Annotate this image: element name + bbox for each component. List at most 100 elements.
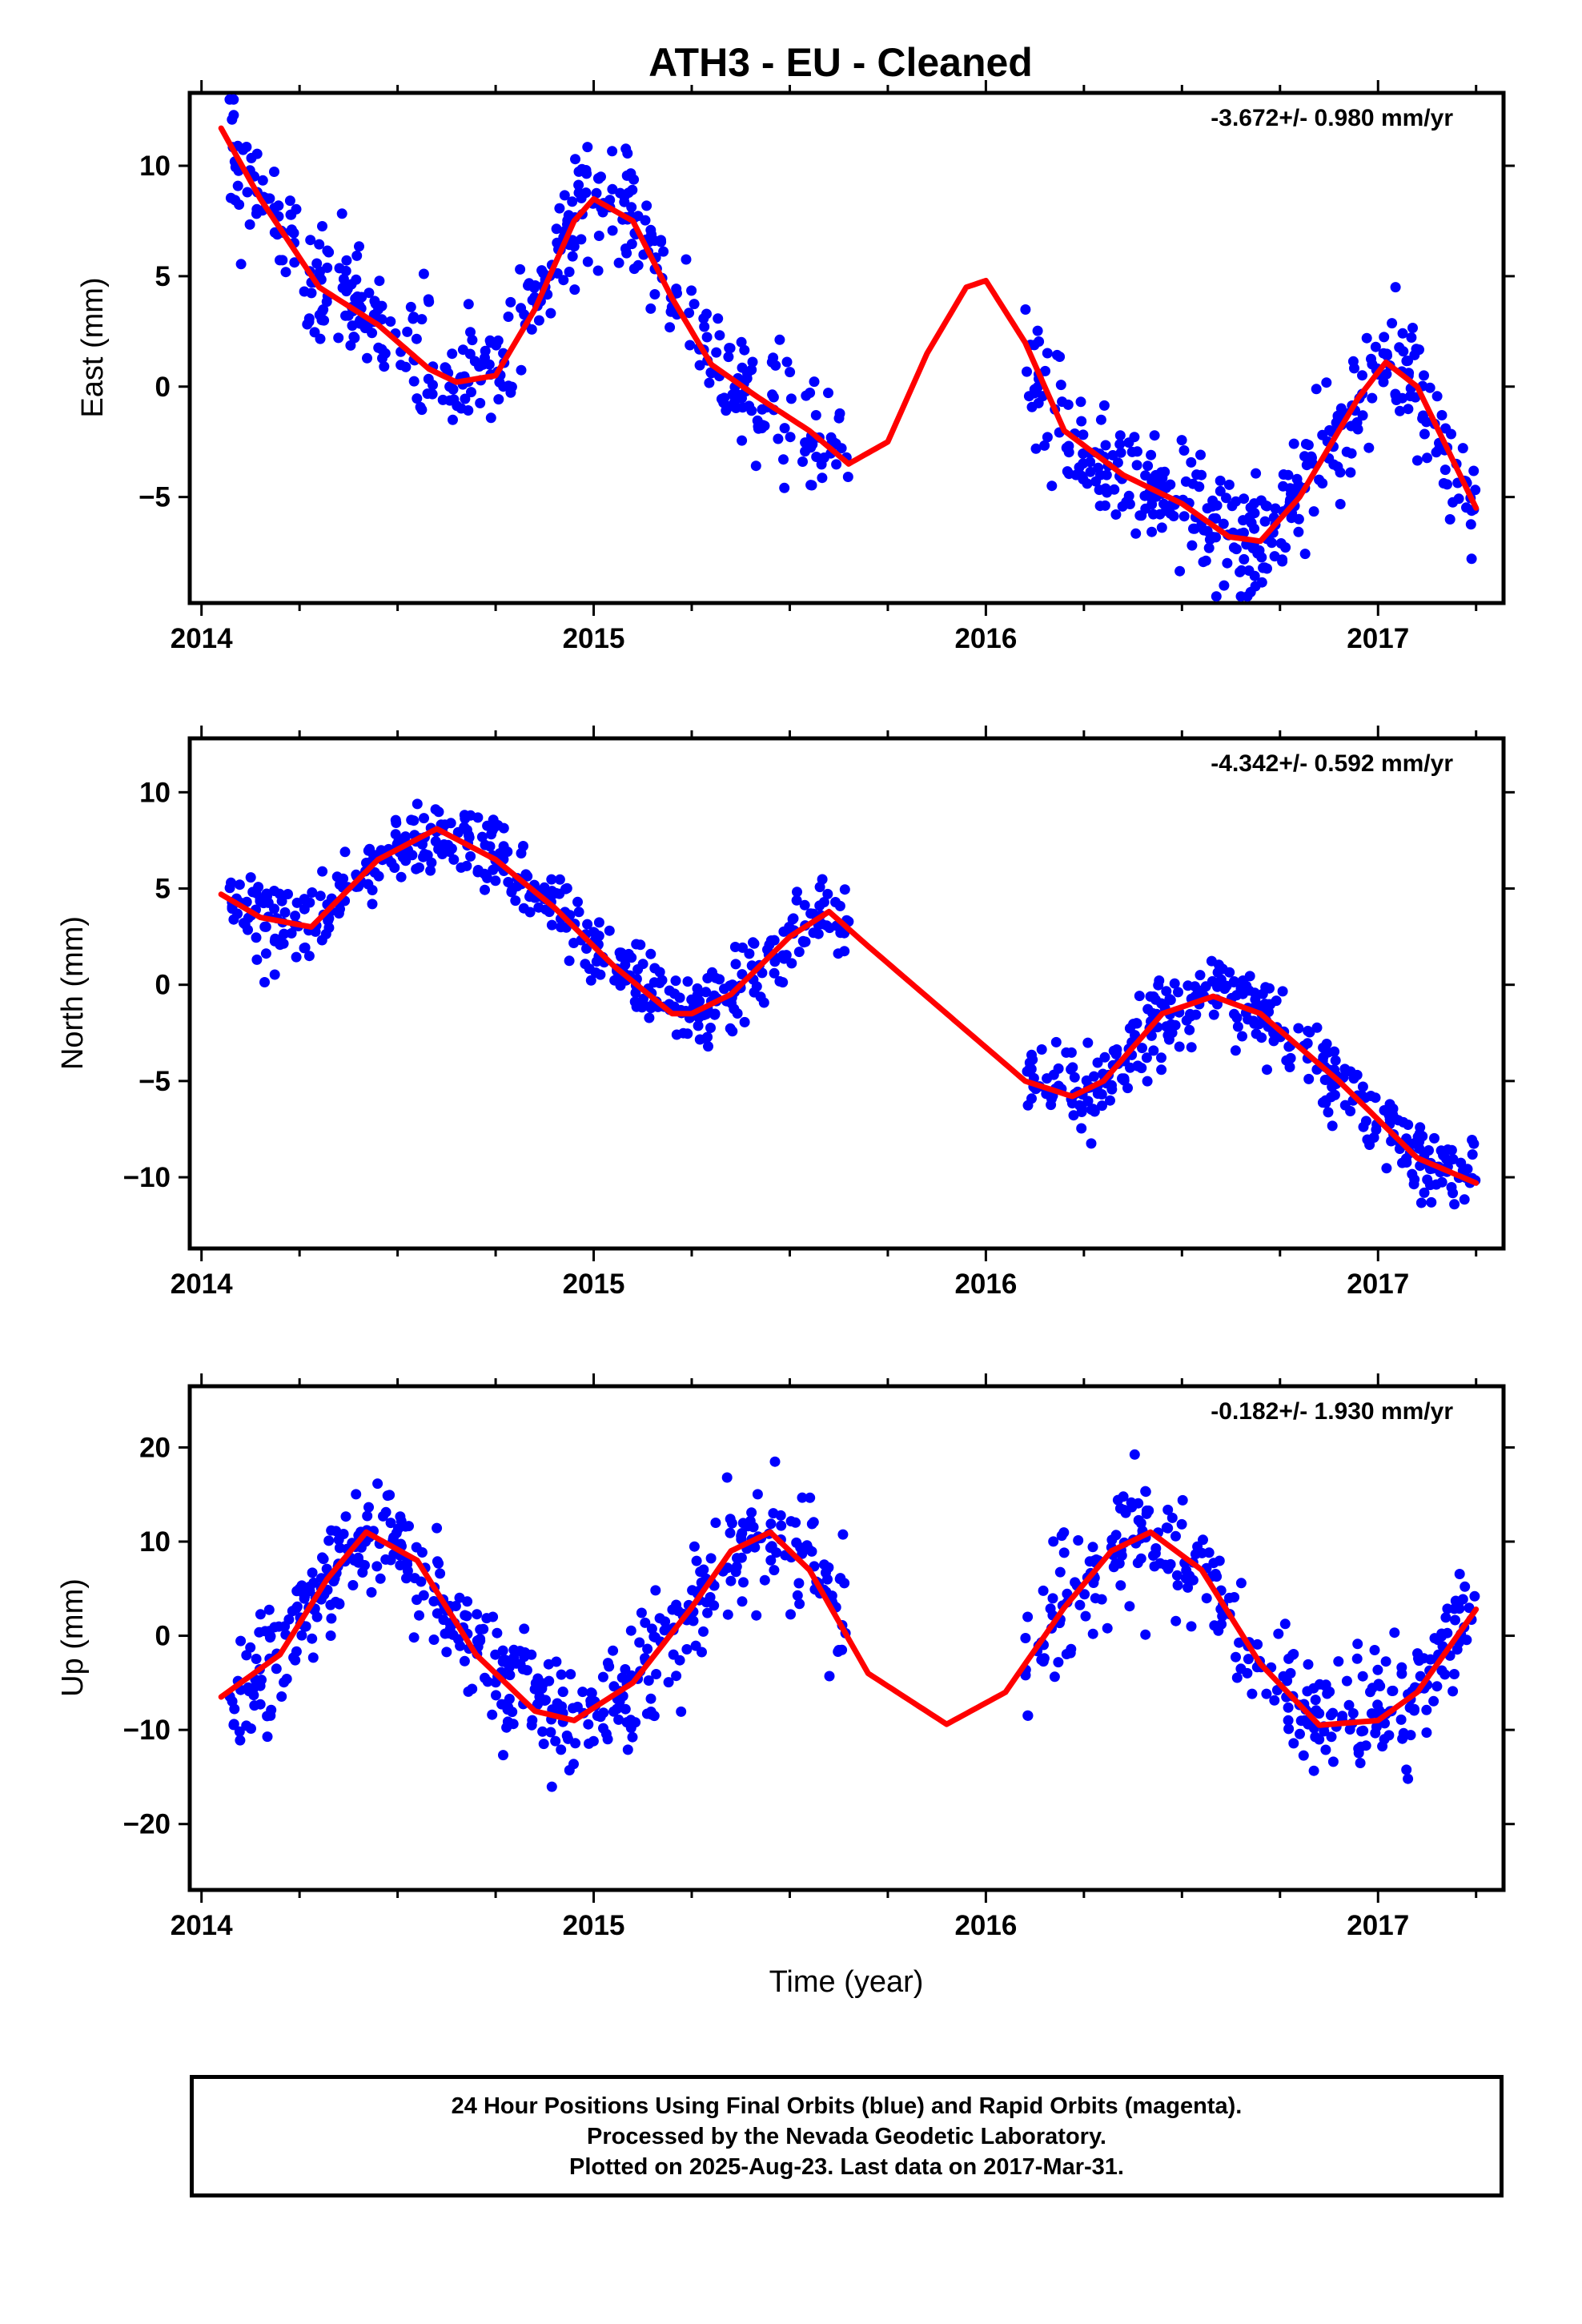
east-data-point [1299,549,1311,560]
east-data-point [376,344,387,355]
up-data-point [459,1655,470,1667]
north-data-point [291,951,302,963]
north-data-point [777,977,789,988]
up-data-point [721,1472,733,1483]
east-data-point [625,168,636,179]
up-data-point [340,1511,351,1522]
up-data-point [1327,1756,1339,1767]
up-data-point [1344,1724,1355,1735]
east-data-point [498,381,509,392]
north-data-point [1153,979,1164,991]
north-data-point [1262,1064,1272,1076]
north-data-point [1414,1136,1425,1148]
north-data-point [1327,1120,1338,1132]
up-data-point [1303,1719,1314,1730]
east-data-point [1115,447,1126,458]
up-data-point [1308,1765,1319,1776]
north-data-point [1089,1106,1100,1117]
east-data-point [1379,332,1390,343]
up-data-point [819,1559,829,1570]
east-data-point [806,480,817,491]
up-data-point [1216,1618,1227,1630]
east-data-point [593,231,604,241]
up-data-point [1106,1534,1118,1546]
north-data-point [1360,1116,1371,1127]
east-data-point [463,405,474,416]
east-data-point [1219,580,1230,591]
up-data-point [676,1706,687,1717]
north-data-point [465,850,476,862]
up-data-point [408,1632,420,1643]
up-data-point [556,1701,568,1712]
up-data-point [1314,1708,1325,1719]
north-data-point [769,967,780,979]
y-tick-label: 5 [155,873,171,904]
east-data-point [1235,591,1247,602]
up-data-point [564,1765,575,1775]
north-data-point [419,813,429,824]
up-data-point [1154,1558,1166,1569]
up-data-point [826,1590,837,1602]
east-data-point [1238,515,1249,526]
east-data-point [374,275,385,287]
north-data-point [554,874,565,885]
up-data-point [526,1649,537,1660]
up-data-point [256,1675,267,1686]
east-data-point [1335,467,1346,478]
up-data-point [822,1574,833,1585]
east-data-point [1406,332,1417,343]
north-data-point [1407,1168,1418,1180]
east-data-point [1457,443,1468,454]
up-data-point [1118,1491,1129,1502]
north-data-point [1422,1174,1433,1185]
north-data-point [234,879,245,891]
up-data-point [748,1522,759,1533]
up-data-point [1279,1618,1291,1630]
north-data-point [412,798,423,810]
north-data-point [369,866,380,878]
up-data-point [765,1518,777,1530]
north-data-point [805,908,817,919]
up-data-point [556,1669,567,1680]
up-data-point [1383,1730,1395,1741]
north-data-point [751,981,762,992]
east-data-point [1357,410,1368,421]
north-data-point [1161,986,1172,997]
up-data-point [228,1719,239,1730]
east-data-point [582,142,593,153]
east-data-point [729,396,741,408]
up-data-point [334,1598,345,1609]
up-data-point [626,1716,637,1727]
north-data-point [1156,998,1167,1009]
east-data-point [411,333,422,344]
up-data-point [1022,1611,1034,1622]
up-fit-line [218,1529,1480,1728]
up-data-point [540,1695,550,1706]
east-data-point [645,303,656,314]
up-data-point [1203,1547,1215,1558]
east-data-point [779,482,790,493]
up-data-point [749,1542,761,1553]
up-data-point [602,1734,613,1745]
east-data-point [1308,506,1319,517]
up-data-point [1129,1449,1140,1460]
east-data-point [649,289,661,300]
footer-caption-box: 24 Hour Positions Using Final Orbits (bl… [190,2075,1504,2197]
up-data-point [839,1578,850,1589]
north-data-point [433,806,444,818]
east-data-point [739,344,750,356]
east-data-point [699,321,710,332]
north-data-point [247,887,259,898]
north-data-point [259,921,271,932]
east-data-point [1191,469,1203,480]
up-data-point [616,1672,628,1683]
east-data-point [1381,368,1392,380]
east-data-point [416,314,428,325]
up-data-point [460,1610,471,1621]
north-data-point [645,948,656,959]
up-data-point [1320,1744,1331,1755]
north-data-point [461,860,472,871]
up-data-point [738,1577,749,1588]
up-data-point [688,1615,699,1626]
up-data-point [732,1553,742,1564]
